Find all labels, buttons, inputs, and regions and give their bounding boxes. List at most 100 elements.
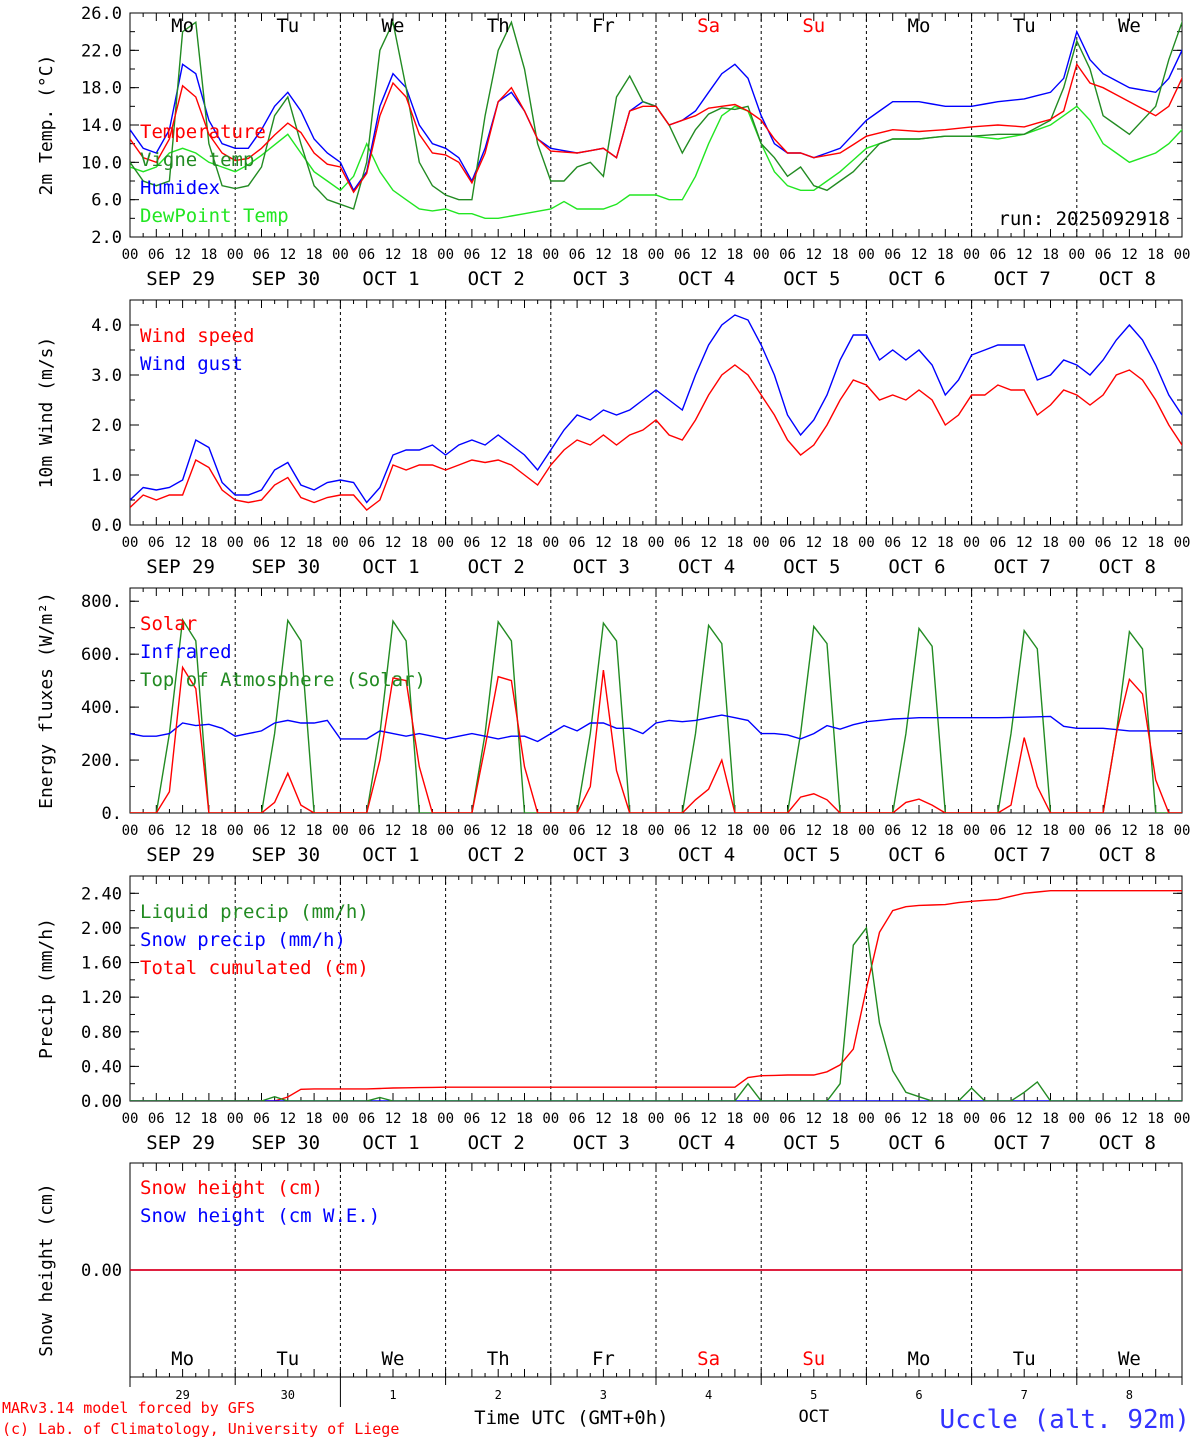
- legend-entry: Solar: [140, 613, 197, 635]
- y-tick-label: 22.0: [81, 41, 122, 61]
- date-label: OCT 5: [783, 1132, 840, 1154]
- y-axis-title: 2m Temp. (°C): [36, 55, 57, 196]
- hour-label: 18: [621, 823, 638, 839]
- date-label: OCT 2: [468, 844, 525, 866]
- y-tick-label: 2.0: [91, 416, 122, 436]
- hour-label: 18: [411, 535, 428, 551]
- legend-entry: Temperature: [140, 121, 266, 143]
- hour-label: 06: [148, 1111, 165, 1127]
- hour-label: 00: [437, 1111, 454, 1127]
- panel-energy: 0. 200. 400. 600. 800. Energy fluxes (W/m²) So…: [36, 587, 1191, 866]
- hour-label: 18: [200, 823, 217, 839]
- series-line-vigne-temp: [130, 20, 1182, 210]
- hour-label: 00: [858, 1111, 875, 1127]
- hour-label: 00: [1068, 535, 1085, 551]
- hour-label: 06: [569, 1111, 586, 1127]
- hour-label: 06: [358, 535, 375, 551]
- y-tick-label: 2.00: [81, 919, 122, 939]
- y-tick-label: 18.0: [81, 79, 122, 99]
- hour-label: 12: [279, 535, 296, 551]
- series-line-temperature: [130, 62, 1182, 194]
- y-axis-title: Snow height (cm): [36, 1183, 57, 1356]
- hour-label: 00: [227, 1111, 244, 1127]
- y-tick-label: 200.: [81, 751, 122, 771]
- hour-label: 06: [463, 535, 480, 551]
- hour-label: 00: [227, 247, 244, 263]
- date-label: OCT 8: [1099, 556, 1156, 578]
- y-tick-label: 1.60: [81, 954, 122, 974]
- hour-label: 12: [911, 247, 928, 263]
- hour-label: 12: [805, 1111, 822, 1127]
- hour-label: 06: [674, 535, 691, 551]
- hour-label: 06: [884, 535, 901, 551]
- plot-frame: [129, 12, 1183, 238]
- hour-label: 06: [989, 535, 1006, 551]
- date-label: OCT 6: [888, 1132, 945, 1154]
- hour-label: 00: [1174, 1111, 1191, 1127]
- legend-entry: Top of Atmosphere (Solar): [140, 669, 426, 691]
- hour-label: 18: [937, 535, 954, 551]
- date-label: OCT 5: [783, 844, 840, 866]
- weekday-label: Tu: [276, 1348, 299, 1370]
- hour-label: 18: [1042, 535, 1059, 551]
- hour-label: 06: [779, 535, 796, 551]
- hour-label: 06: [253, 247, 270, 263]
- date-label: SEP 29: [146, 844, 215, 866]
- hour-label: 12: [1016, 1111, 1033, 1127]
- weekday-label: Th: [487, 15, 510, 37]
- hour-label: 00: [753, 535, 770, 551]
- date-label: SEP 29: [146, 556, 215, 578]
- hour-label: 00: [858, 535, 875, 551]
- hour-label: 00: [1068, 247, 1085, 263]
- hour-label: 06: [463, 247, 480, 263]
- legend-entry: Snow precip (mm/h): [140, 929, 346, 951]
- hour-label: 06: [358, 247, 375, 263]
- hour-label: 12: [595, 823, 612, 839]
- y-axis-title: Precip (mm/h): [36, 918, 57, 1059]
- weekday-label: Mo: [171, 1348, 194, 1370]
- hour-label: 00: [1174, 535, 1191, 551]
- hour-label: 00: [858, 823, 875, 839]
- date-label: OCT 8: [1099, 1132, 1156, 1154]
- date-label: OCT 6: [888, 268, 945, 290]
- hour-label: 00: [542, 823, 559, 839]
- hour-label: 00: [1174, 247, 1191, 263]
- hour-label: 18: [411, 247, 428, 263]
- date-label: OCT 3: [573, 844, 630, 866]
- legend-entry: Vigne temp: [140, 149, 254, 171]
- hour-label: 18: [1147, 823, 1164, 839]
- hour-label: 12: [279, 1111, 296, 1127]
- day-number: 29: [175, 1388, 189, 1402]
- date-label: SEP 30: [251, 268, 320, 290]
- hour-label: 00: [1174, 823, 1191, 839]
- hour-label: 00: [332, 1111, 349, 1127]
- hour-label: 00: [122, 247, 139, 263]
- hour-label: 12: [911, 535, 928, 551]
- weekday-label: Tu: [276, 15, 299, 37]
- hour-label: 12: [911, 823, 928, 839]
- date-label: OCT 7: [994, 268, 1051, 290]
- hour-label: 18: [516, 247, 533, 263]
- weekday-label: Su: [802, 15, 825, 37]
- hour-label: 06: [779, 823, 796, 839]
- weekday-label: Sa: [697, 15, 720, 37]
- y-tick-label: 0.: [102, 804, 122, 824]
- x-axis-title: Time UTC (GMT+0h): [474, 1407, 668, 1429]
- weekday-label: Sa: [697, 1348, 720, 1370]
- hour-label: 18: [1042, 1111, 1059, 1127]
- hour-label: 18: [832, 535, 849, 551]
- hour-label: 12: [1121, 823, 1138, 839]
- hour-label: 00: [753, 1111, 770, 1127]
- weekday-label: Mo: [908, 1348, 931, 1370]
- y-tick-label: 0.40: [81, 1057, 122, 1077]
- hour-label: 06: [569, 535, 586, 551]
- hour-label: 00: [437, 535, 454, 551]
- hour-label: 12: [174, 247, 191, 263]
- y-tick-label: 800.: [81, 592, 122, 612]
- hour-label: 06: [148, 535, 165, 551]
- hour-label: 18: [411, 1111, 428, 1127]
- hour-label: 18: [937, 247, 954, 263]
- series-line-dewpoint-temp: [130, 105, 1182, 220]
- hour-label: 12: [385, 535, 402, 551]
- hour-label: 00: [332, 823, 349, 839]
